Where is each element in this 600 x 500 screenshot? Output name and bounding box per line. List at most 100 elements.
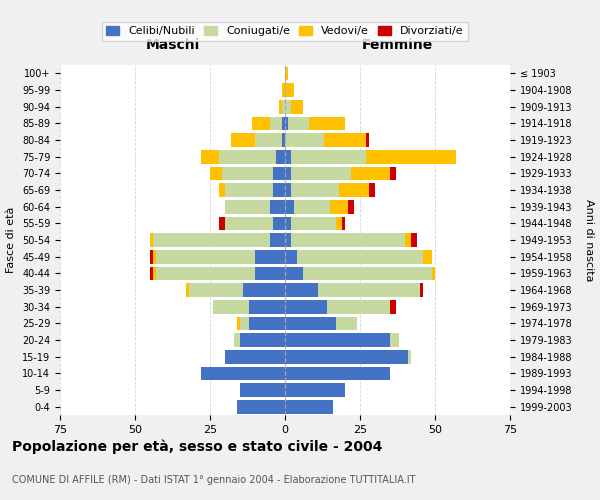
Bar (285, 350, 408, 364)
Bar (213, 300, 249, 314)
Bar (231, 133, 255, 147)
Bar (342, 216, 345, 230)
Bar (291, 100, 303, 114)
Text: Femmine: Femmine (362, 38, 433, 52)
Bar (270, 233, 285, 247)
Bar (366, 150, 456, 164)
Bar (150, 250, 153, 264)
Bar (282, 133, 285, 147)
Bar (282, 100, 285, 114)
Bar (150, 266, 153, 280)
Bar (285, 200, 294, 213)
Bar (291, 183, 339, 197)
Bar (282, 83, 285, 97)
Bar (240, 383, 285, 397)
Bar (369, 183, 375, 197)
Bar (432, 266, 435, 280)
Bar (285, 83, 294, 97)
Bar (294, 200, 330, 213)
Bar (423, 250, 432, 264)
Bar (288, 116, 309, 130)
Bar (285, 166, 291, 180)
Bar (390, 166, 396, 180)
Bar (291, 166, 351, 180)
Bar (285, 250, 297, 264)
Bar (156, 266, 255, 280)
Bar (285, 216, 291, 230)
Bar (219, 150, 276, 164)
Bar (189, 283, 243, 297)
Bar (390, 333, 399, 347)
Y-axis label: Anni di nascita: Anni di nascita (584, 198, 593, 281)
Bar (255, 133, 282, 147)
Bar (276, 150, 285, 164)
Bar (327, 300, 390, 314)
Bar (249, 300, 285, 314)
Bar (153, 266, 156, 280)
Bar (252, 116, 270, 130)
Bar (240, 316, 249, 330)
Bar (411, 233, 417, 247)
Bar (285, 133, 324, 147)
Bar (408, 350, 411, 364)
Bar (285, 100, 291, 114)
Bar (285, 383, 345, 397)
Bar (318, 283, 420, 297)
Bar (225, 216, 273, 230)
Bar (273, 166, 285, 180)
Bar (240, 333, 285, 347)
Bar (390, 300, 396, 314)
Bar (324, 133, 366, 147)
Bar (156, 250, 255, 264)
Bar (285, 66, 288, 80)
Bar (219, 183, 225, 197)
Text: Maschi: Maschi (145, 38, 200, 52)
Bar (297, 250, 423, 264)
Bar (291, 150, 366, 164)
Bar (339, 183, 369, 197)
Bar (237, 316, 240, 330)
Bar (285, 266, 303, 280)
Bar (285, 366, 390, 380)
Bar (282, 116, 285, 130)
Bar (153, 233, 270, 247)
Bar (255, 250, 285, 264)
Bar (270, 116, 282, 130)
Bar (336, 216, 342, 230)
Legend: Celibi/Nubili, Coniugati/e, Vedovi/e, Divorziati/e: Celibi/Nubili, Coniugati/e, Vedovi/e, Di… (102, 22, 468, 41)
Bar (153, 250, 156, 264)
Bar (291, 233, 405, 247)
Bar (285, 333, 390, 347)
Bar (285, 116, 288, 130)
Bar (303, 266, 432, 280)
Bar (405, 233, 411, 247)
Bar (201, 150, 219, 164)
Bar (309, 116, 345, 130)
Bar (285, 283, 318, 297)
Text: Popolazione per età, sesso e stato civile - 2004: Popolazione per età, sesso e stato civil… (12, 440, 382, 454)
Bar (285, 316, 336, 330)
Bar (285, 400, 333, 413)
Bar (351, 166, 390, 180)
Bar (219, 216, 225, 230)
Bar (222, 166, 273, 180)
Bar (225, 183, 273, 197)
Bar (237, 400, 285, 413)
Bar (201, 366, 285, 380)
Text: COMUNE DI AFFILE (RM) - Dati ISTAT 1° gennaio 2004 - Elaborazione TUTTITALIA.IT: COMUNE DI AFFILE (RM) - Dati ISTAT 1° ge… (12, 475, 415, 485)
Y-axis label: Fasce di età: Fasce di età (7, 207, 16, 273)
Bar (273, 183, 285, 197)
Bar (285, 233, 291, 247)
Bar (285, 300, 327, 314)
Bar (186, 283, 189, 297)
Bar (366, 133, 369, 147)
Bar (255, 266, 285, 280)
Bar (225, 200, 270, 213)
Bar (150, 233, 153, 247)
Bar (420, 283, 423, 297)
Bar (225, 350, 285, 364)
Bar (336, 316, 357, 330)
Bar (348, 200, 354, 213)
Bar (234, 333, 240, 347)
Bar (285, 150, 291, 164)
